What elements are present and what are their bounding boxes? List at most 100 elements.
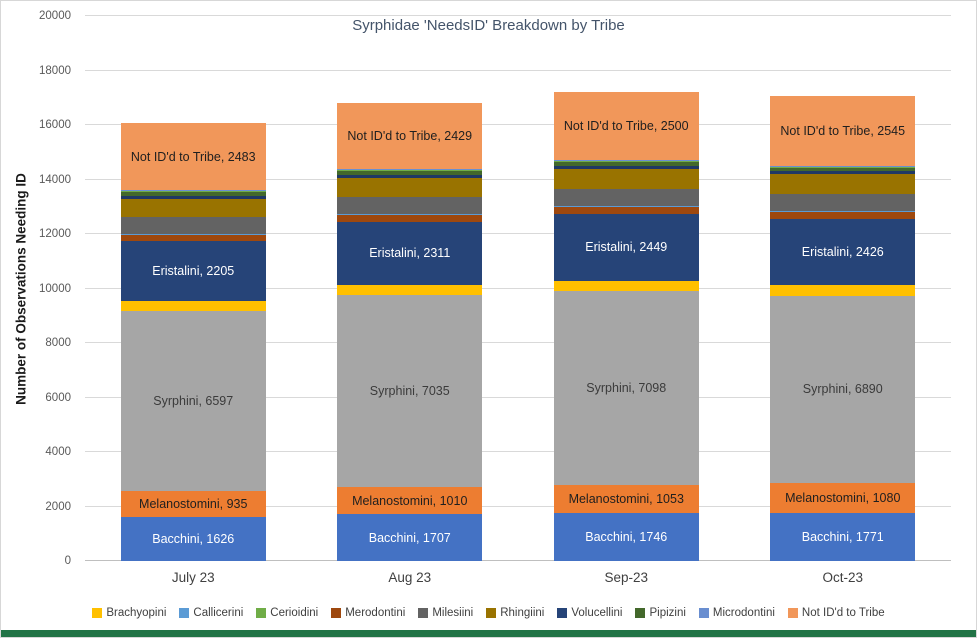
data-label: Syrphini, 6597 [153,394,234,409]
y-tick-label: 12000 [39,228,71,240]
legend-item-microdontini[interactable]: Microdontini [698,607,775,619]
segment-volucellini[interactable] [770,171,916,175]
segment-cerioidini[interactable] [770,166,916,168]
y-tick-label: 14000 [39,173,71,186]
legend-label: Milesiini [432,607,474,619]
segment-merodontini[interactable] [337,215,483,222]
gridline [85,69,951,71]
y-axis-labels: 0 2000 4000 6000 8000 10000 12000 14000 16000 180… [1,10,77,567]
plot-area: Bacchini, 1626 Melanostomini, 935 Syrphini… [85,15,951,561]
legend-item-callicerini[interactable]: Callicerini [179,607,243,619]
segment-milesiini[interactable] [120,217,266,234]
segment-syrphini[interactable]: Syrphini, 6890 [770,295,916,484]
gridline [85,451,951,452]
segment-melanostomini[interactable]: Melanostomini, 1010 [337,486,483,515]
data-label: Not ID'd to Tribe, 2545 [780,124,906,139]
segment-milesiini[interactable] [770,193,916,212]
segment-rhingiini[interactable] [770,174,916,194]
segment-cerioidini[interactable] [120,190,266,193]
segment-not-id-d-to-tribe[interactable]: Not ID'd to Tribe, 2483 [120,122,266,191]
y-tick-label: 0 [64,555,71,567]
segment-syrphini[interactable]: Syrphini, 6597 [120,311,266,492]
segment-callicerini[interactable] [770,211,916,213]
chart-title: Syrphidae 'NeedsID' Breakdown by Tribe [352,17,625,34]
segment-volucellini[interactable] [337,174,483,178]
gridline [85,233,951,234]
y-tick-label: 6000 [45,391,71,404]
legend-swatch [557,608,568,618]
legend-item-milesiini[interactable]: Milesiini [418,607,473,619]
segment-brachyopini[interactable] [553,280,699,292]
segment-volucellini[interactable] [120,195,266,199]
x-tick-label: Sep-23 [604,570,649,585]
legend-item-pipizini[interactable]: Pipizini [635,607,686,619]
segment-merodontini[interactable] [120,234,266,242]
segment-eristalini[interactable]: Eristalini, 2426 [770,218,916,285]
gridlines [85,15,951,561]
legend-swatch [486,608,497,618]
gridline [85,15,951,16]
segment-merodontini[interactable] [770,212,916,219]
segment-not-id-d-to-tribe[interactable]: Not ID'd to Tribe, 2429 [337,103,483,170]
segment-eristalini[interactable]: Eristalini, 2449 [553,213,699,281]
segment-melanostomini[interactable]: Melanostomini, 935 [120,491,266,517]
segment-rhingiini[interactable] [120,198,266,218]
segment-pipizini[interactable] [770,167,916,172]
y-tick-label: 18000 [39,64,71,77]
segment-volucellini[interactable] [553,165,699,170]
legend-label: Rhingiini [500,607,545,619]
legend-label: Callicerini [193,607,244,619]
segment-not-id-d-to-tribe[interactable]: Not ID'd to Tribe, 2500 [553,92,699,161]
segment-cerioidini[interactable] [553,160,699,163]
gridline [85,342,951,343]
segment-rhingiini[interactable] [553,169,699,189]
data-label: Bacchini, 1746 [585,530,668,545]
segment-bacchini[interactable]: Bacchini, 1746 [553,513,699,561]
segment-syrphini[interactable]: Syrphini, 7035 [337,295,483,487]
legend-label: Brachyopini [106,607,167,619]
gridline [85,396,951,398]
segment-merodontini[interactable] [553,206,699,214]
segment-pipizini[interactable] [337,171,483,175]
legend-item-cerioidini[interactable]: Cerioidini [256,607,318,619]
bar-slot: Bacchini, 1746 Melanostomini, 1053 Syrphin… [518,16,735,561]
data-label: Eristalini, 2311 [369,246,451,261]
legend-item-not-id-d-to-tribe[interactable]: Not ID'd to Tribe [787,607,885,619]
legend-swatch [787,608,798,618]
segment-bacchini[interactable]: Bacchini, 1626 [120,516,266,561]
segment-milesiini[interactable] [337,197,483,215]
legend-label: Merodontini [345,607,406,619]
segment-melanostomini[interactable]: Melanostomini, 1053 [553,484,699,514]
segment-bacchini[interactable]: Bacchini, 1771 [770,512,916,561]
segment-callicerini[interactable] [553,206,699,207]
segment-milesiini[interactable] [553,188,699,207]
segment-eristalini[interactable]: Eristalini, 2311 [337,221,483,285]
segment-syrphini[interactable]: Syrphini, 7098 [553,291,699,485]
segment-not-id-d-to-tribe[interactable]: Not ID'd to Tribe, 2545 [770,96,916,166]
legend-swatch [698,608,709,618]
legend-label: Microdontini [712,607,775,619]
segment-bacchini[interactable]: Bacchini, 1707 [337,514,483,561]
legend-item-volucellini[interactable]: Volucellini [557,607,622,619]
segment-cerioidini[interactable] [337,169,483,172]
segment-melanostomini[interactable]: Melanostomini, 1080 [770,483,916,513]
x-tick-label: July 23 [171,570,215,585]
stacked-bar-july-23: Bacchini, 1626 Melanostomini, 935 Syrphini… [120,16,266,561]
segment-brachyopini[interactable] [337,284,483,296]
legend-item-brachyopini[interactable]: Brachyopini [92,607,166,619]
segment-brachyopini[interactable] [120,301,266,312]
segment-eristalini[interactable]: Eristalini, 2205 [120,241,266,302]
segment-rhingiini[interactable] [337,177,483,197]
segment-brachyopini[interactable] [770,284,916,296]
legend-item-merodontini[interactable]: Merodontini [331,607,405,619]
legend-swatch [92,608,103,618]
legend-item-rhingiini[interactable]: Rhingiini [486,607,544,619]
segment-pipizini[interactable] [553,162,699,166]
legend-label: Cerioidini [270,607,319,619]
gridline [85,287,951,289]
segment-callicerini[interactable] [337,214,483,216]
legend-label: Not ID'd to Tribe [801,607,885,619]
segment-callicerini[interactable] [120,233,266,235]
data-label: Bacchini, 1707 [368,530,451,545]
segment-pipizini[interactable] [120,192,266,196]
